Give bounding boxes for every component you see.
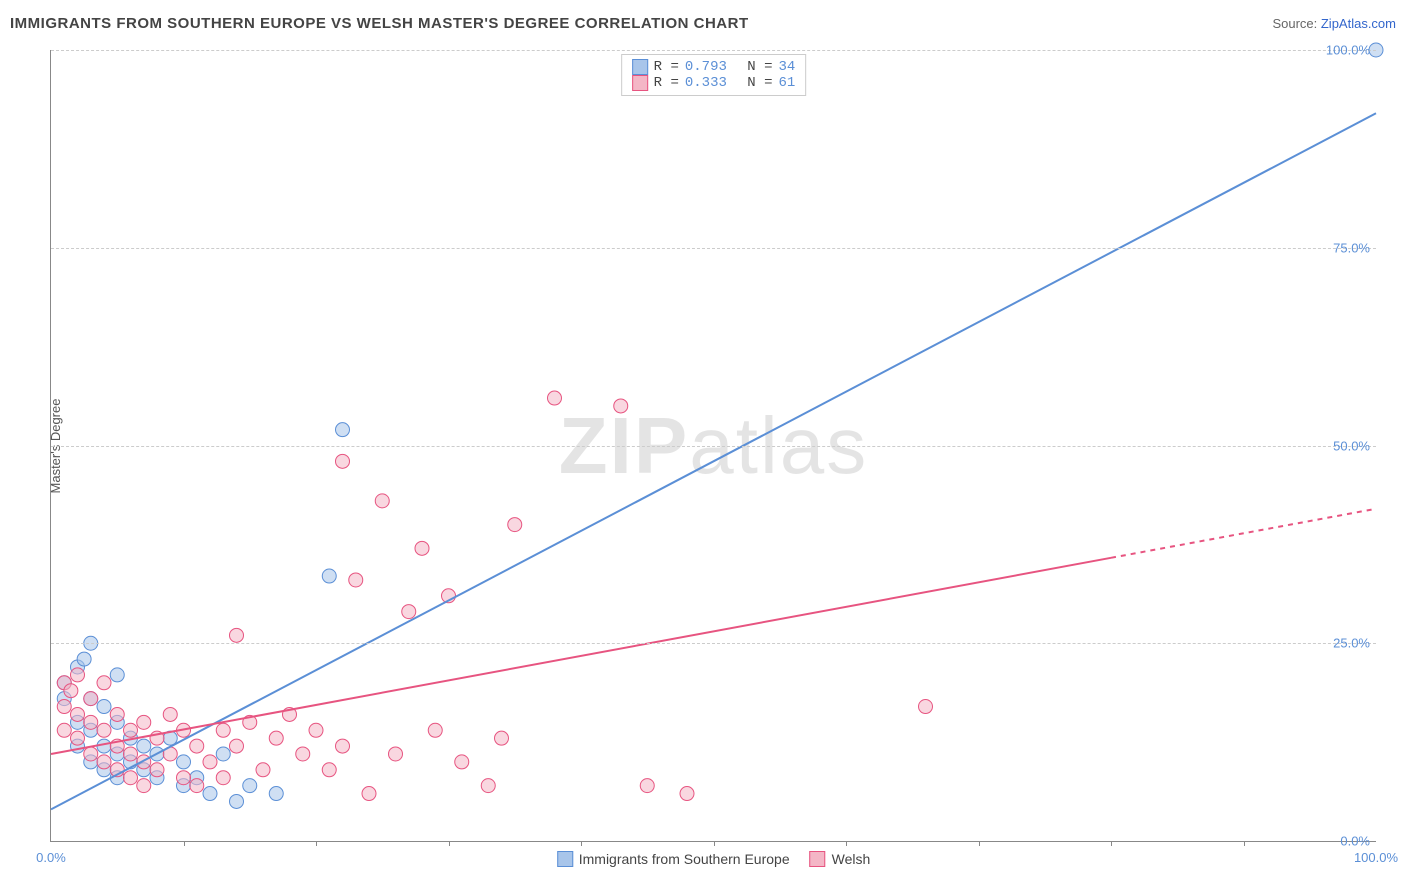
header: IMMIGRANTS FROM SOUTHERN EUROPE VS WELSH… (10, 8, 1396, 38)
scatter-point (71, 668, 85, 682)
scatter-point (614, 399, 628, 413)
scatter-point (481, 779, 495, 793)
scatter-point (124, 771, 138, 785)
scatter-point (71, 707, 85, 721)
source-prefix: Source: (1272, 16, 1320, 31)
scatter-point (243, 779, 257, 793)
scatter-point (137, 715, 151, 729)
scatter-point (150, 763, 164, 777)
legend-label: Welsh (832, 851, 871, 867)
scatter-point (137, 739, 151, 753)
scatter-point (269, 787, 283, 801)
y-tick-label: 100.0% (1326, 43, 1370, 58)
legend-swatch-series-0 (557, 851, 573, 867)
y-tick-label: 25.0% (1333, 636, 1370, 651)
scatter-point (71, 731, 85, 745)
y-tick-label: 75.0% (1333, 240, 1370, 255)
scatter-point (110, 707, 124, 721)
scatter-point (919, 700, 933, 714)
x-tick-label: 100.0% (1354, 850, 1398, 865)
scatter-point (84, 692, 98, 706)
scatter-point (428, 723, 442, 737)
gridline-horizontal (51, 446, 1376, 447)
chart-plot-area: ZIPatlas R = 0.793 N = 34 R = 0.333 N = … (50, 50, 1376, 842)
legend-swatch-series-1 (810, 851, 826, 867)
scatter-point (349, 573, 363, 587)
scatter-point (216, 747, 230, 761)
scatter-point (640, 779, 654, 793)
scatter-point (336, 423, 350, 437)
scatter-point (190, 739, 204, 753)
scatter-point (97, 755, 111, 769)
scatter-point (402, 605, 416, 619)
scatter-point (230, 628, 244, 642)
scatter-point (97, 676, 111, 690)
scatter-point (137, 779, 151, 793)
scatter-point (375, 494, 389, 508)
scatter-point (163, 707, 177, 721)
scatter-point (203, 787, 217, 801)
scatter-point (97, 700, 111, 714)
x-tick-mark (316, 841, 317, 846)
x-tick-mark (979, 841, 980, 846)
scatter-point (362, 787, 376, 801)
gridline-horizontal (51, 643, 1376, 644)
scatter-point (84, 715, 98, 729)
regression-line-dashed (1111, 509, 1376, 558)
scatter-point (124, 747, 138, 761)
scatter-point (203, 755, 217, 769)
scatter-point (57, 723, 71, 737)
source-link[interactable]: ZipAtlas.com (1321, 16, 1396, 31)
legend-item: Welsh (810, 851, 871, 867)
x-tick-mark (714, 841, 715, 846)
scatter-point (230, 739, 244, 753)
scatter-point (336, 739, 350, 753)
x-tick-mark (846, 841, 847, 846)
scatter-point (296, 747, 310, 761)
scatter-point (415, 541, 429, 555)
scatter-point (322, 763, 336, 777)
legend-item: Immigrants from Southern Europe (557, 851, 790, 867)
scatter-point (548, 391, 562, 405)
scatter-point (124, 723, 138, 737)
scatter-point (77, 652, 91, 666)
scatter-point (495, 731, 509, 745)
gridline-horizontal (51, 50, 1376, 51)
scatter-point (230, 794, 244, 808)
scatter-point (190, 779, 204, 793)
scatter-point (97, 723, 111, 737)
scatter-point (177, 771, 191, 785)
scatter-point (336, 454, 350, 468)
y-tick-label: 50.0% (1333, 438, 1370, 453)
x-tick-mark (184, 841, 185, 846)
scatter-point (84, 747, 98, 761)
scatter-point (57, 700, 71, 714)
x-tick-mark (1244, 841, 1245, 846)
x-tick-label: 0.0% (36, 850, 66, 865)
x-tick-mark (581, 841, 582, 846)
scatter-point (64, 684, 78, 698)
gridline-horizontal (51, 248, 1376, 249)
x-tick-mark (449, 841, 450, 846)
scatter-point (322, 569, 336, 583)
scatter-point (309, 723, 323, 737)
scatter-point (389, 747, 403, 761)
x-tick-mark (1111, 841, 1112, 846)
scatter-point (256, 763, 270, 777)
y-tick-label: 0.0% (1340, 834, 1370, 849)
legend-label: Immigrants from Southern Europe (579, 851, 790, 867)
scatter-point (680, 787, 694, 801)
chart-title: IMMIGRANTS FROM SOUTHERN EUROPE VS WELSH… (10, 15, 749, 32)
regression-line (51, 113, 1376, 809)
scatter-point (216, 723, 230, 737)
scatter-point (269, 731, 283, 745)
legend-series: Immigrants from Southern Europe Welsh (557, 851, 871, 867)
scatter-point (508, 518, 522, 532)
scatter-point (110, 668, 124, 682)
source-attribution: Source: ZipAtlas.com (1272, 16, 1396, 31)
scatter-point (216, 771, 230, 785)
regression-line (51, 558, 1111, 754)
scatter-point (177, 755, 191, 769)
scatter-point (455, 755, 469, 769)
